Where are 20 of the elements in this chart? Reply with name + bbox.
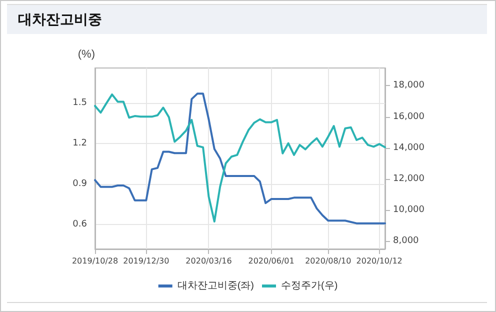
x-tick-label: 2020/08/10: [305, 256, 352, 266]
y2-tick-label: 8,000: [393, 236, 420, 246]
y-tick-label: 1.2: [72, 138, 87, 149]
x-tick-label: 2019/12/30: [123, 256, 170, 266]
y2-tick-label: 10,000: [393, 205, 425, 216]
y2-tick-label: 18,000: [393, 80, 425, 91]
y2-tick-label: 16,000: [393, 112, 425, 122]
y-tick-label: 1.5: [72, 98, 87, 108]
x-tick-label: 2020/06/01: [248, 256, 294, 266]
y-tick-label: 0.6: [72, 220, 88, 230]
x-tick-label: 2020/10/12: [356, 256, 402, 266]
y-axis-title: (%): [78, 48, 95, 60]
y-tick-label: 0.9: [72, 179, 88, 190]
y2-tick-label: 14,000: [393, 142, 425, 153]
x-tick-label: 2019/10/28: [72, 256, 118, 266]
y2-tick-label: 12,000: [393, 174, 425, 184]
chart-title: 대차잔고비중: [18, 11, 102, 29]
legend-label: 대차잔고비중(좌): [177, 280, 254, 292]
legend-label: 수정주가(우): [281, 280, 338, 292]
x-tick-label: 2020/03/16: [186, 256, 232, 266]
